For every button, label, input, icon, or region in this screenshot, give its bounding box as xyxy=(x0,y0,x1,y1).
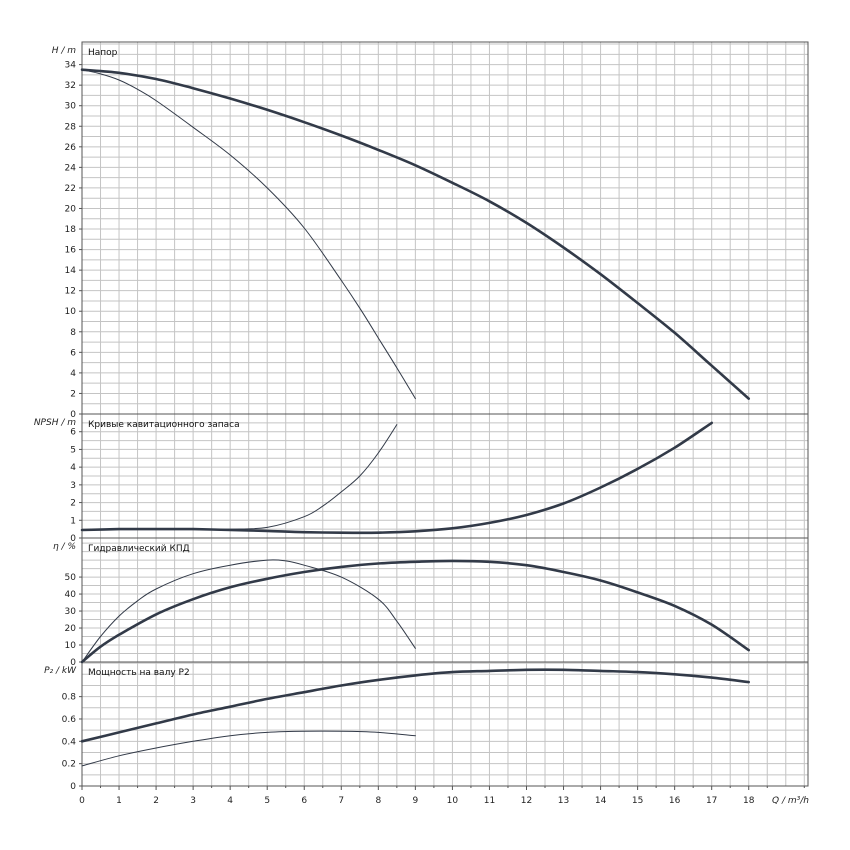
chart-frame xyxy=(79,41,809,790)
head-y-tick-label: 30 xyxy=(65,102,77,112)
x-tick-label: 14 xyxy=(595,796,607,806)
npsh-y-tick-label: 1 xyxy=(70,516,76,526)
head-y-tick-label: 26 xyxy=(65,143,77,153)
efficiency-curve-2 xyxy=(81,559,416,663)
head-y-tick-label: 32 xyxy=(65,81,76,91)
efficiency-y-tick-label: 30 xyxy=(65,607,77,617)
efficiency-y-tick-label: 40 xyxy=(65,590,77,600)
power-y-tick-label: 0.4 xyxy=(62,737,77,747)
power-y-tick-label: 0 xyxy=(70,782,76,792)
x-axis-label: Q / m³/h xyxy=(772,796,809,806)
npsh-y-axis-label: NPSH / m xyxy=(34,418,76,428)
npsh-y-tick-label: 4 xyxy=(70,463,76,473)
x-tick-label: 12 xyxy=(521,796,532,806)
power-y-axis-label: P₂ / kW xyxy=(44,666,77,676)
x-tick-label: 6 xyxy=(301,796,307,806)
x-tick-label: 18 xyxy=(743,796,755,806)
npsh-y-tick-label: 5 xyxy=(70,445,76,455)
npsh-y-tick-label: 0 xyxy=(70,534,76,544)
head-y-tick-label: 2 xyxy=(70,389,76,399)
plot-frame xyxy=(81,41,809,787)
power-curve-2 xyxy=(81,730,416,767)
power-y-tick-label: 0.6 xyxy=(62,715,77,725)
npsh-curve-2 xyxy=(81,424,398,531)
x-tick-label: 1 xyxy=(116,796,122,806)
efficiency-curve-1 xyxy=(80,559,750,664)
head-y-axis-label: H / m xyxy=(52,46,77,56)
head-y-tick-label: 20 xyxy=(65,204,77,214)
power-y-tick-label: 0.2 xyxy=(62,760,76,770)
head-y-tick-label: 0 xyxy=(70,410,76,420)
x-tick-label: 10 xyxy=(447,796,459,806)
head-y-tick-label: 18 xyxy=(65,225,77,235)
head-panel-title: Напор xyxy=(88,48,118,58)
x-tick-label: 11 xyxy=(484,796,495,806)
x-tick-label: 8 xyxy=(375,796,381,806)
head-y-tick-label: 14 xyxy=(65,266,77,276)
head-y-tick-label: 16 xyxy=(65,246,77,256)
head-y-tick-label: 22 xyxy=(65,184,76,194)
x-tick-label: 5 xyxy=(264,796,270,806)
x-tick-label: 15 xyxy=(632,796,643,806)
head-curve-2 xyxy=(81,69,416,400)
head-y-tick-label: 10 xyxy=(65,307,77,317)
efficiency-y-tick-label: 0 xyxy=(70,658,76,668)
head-y-tick-label: 4 xyxy=(70,369,76,379)
x-tick-label: 9 xyxy=(413,796,419,806)
npsh-y-tick-label: 6 xyxy=(70,428,76,438)
efficiency-y-tick-label: 50 xyxy=(65,573,77,583)
x-tick-label: 7 xyxy=(338,796,344,806)
head-y-tick-label: 28 xyxy=(65,122,77,132)
x-tick-label: 4 xyxy=(227,796,233,806)
x-tick-label: 2 xyxy=(153,796,159,806)
efficiency-panel-title: Гидравлический КПД xyxy=(88,544,190,554)
head-y-tick-label: 6 xyxy=(70,348,76,358)
npsh-y-tick-label: 3 xyxy=(70,481,76,491)
x-tick-label: 3 xyxy=(190,796,196,806)
x-tick-label: 0 xyxy=(79,796,85,806)
curves xyxy=(80,68,750,767)
efficiency-y-tick-label: 20 xyxy=(65,624,77,634)
npsh-y-tick-label: 2 xyxy=(70,499,76,509)
head-curve-1 xyxy=(80,68,750,400)
x-tick-label: 17 xyxy=(706,796,717,806)
efficiency-y-tick-label: 10 xyxy=(65,641,77,651)
power-y-tick-label: 0.8 xyxy=(62,693,77,703)
head-y-tick-label: 34 xyxy=(65,61,77,71)
x-tick-label: 16 xyxy=(669,796,681,806)
efficiency-y-axis-label: η / % xyxy=(53,542,76,552)
head-y-tick-label: 8 xyxy=(70,328,76,338)
x-tick-label: 13 xyxy=(558,796,569,806)
power-curve-1 xyxy=(80,668,750,743)
head-y-tick-label: 24 xyxy=(65,163,77,173)
head-y-tick-label: 12 xyxy=(65,287,76,297)
npsh-panel-title: Кривые кавитационного запаса xyxy=(88,420,240,430)
power-panel-title: Мощность на валу P2 xyxy=(88,668,190,678)
